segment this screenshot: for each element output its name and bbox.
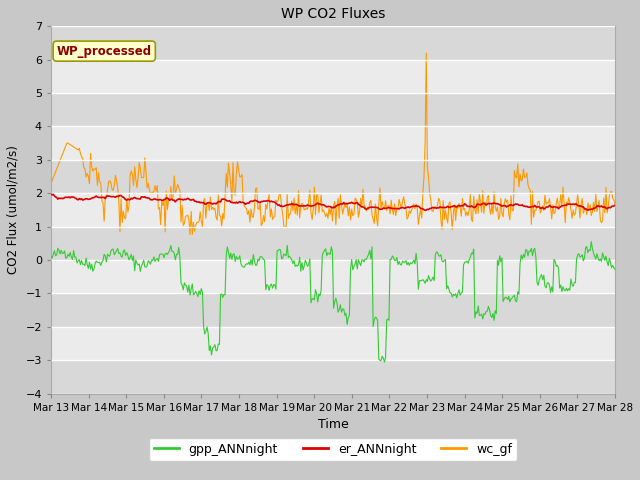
gpp_ANNnight [47, 254, 55, 260]
wc_gf [422, 50, 430, 56]
X-axis label: Time: Time [317, 418, 348, 431]
gpp_ANNnight [384, 316, 392, 322]
er_ANNnight [511, 202, 518, 207]
wc_gf [316, 201, 324, 206]
Bar [51, 26, 615, 60]
Legend: gpp_ANNnight, er_ANNnight, wc_gf: gpp_ANNnight, er_ANNnight, wc_gf [148, 438, 518, 461]
gpp_ANNnight [511, 292, 518, 298]
gpp_ANNnight [319, 252, 326, 258]
Bar [51, 260, 615, 293]
Bar [51, 60, 615, 93]
Title: WP CO2 Fluxes: WP CO2 Fluxes [281, 7, 385, 21]
Bar [51, 160, 615, 193]
gpp_ANNnight [381, 359, 388, 365]
wc_gf [47, 180, 55, 186]
gpp_ANNnight [611, 267, 619, 273]
Bar [51, 93, 615, 126]
Text: WP_processed: WP_processed [57, 45, 152, 58]
wc_gf [188, 231, 196, 237]
er_ANNnight [319, 202, 326, 208]
er_ANNnight [421, 207, 429, 213]
er_ANNnight [353, 200, 360, 206]
gpp_ANNnight [315, 291, 323, 297]
wc_gf [353, 201, 361, 206]
er_ANNnight [599, 204, 607, 210]
Line: gpp_ANNnight: gpp_ANNnight [51, 241, 615, 362]
Bar [51, 327, 615, 360]
wc_gf [512, 174, 520, 180]
er_ANNnight [47, 192, 55, 197]
Line: er_ANNnight: er_ANNnight [51, 194, 615, 210]
er_ANNnight [383, 205, 390, 211]
er_ANNnight [315, 201, 323, 207]
er_ANNnight [611, 202, 619, 208]
wc_gf [600, 195, 607, 201]
Bar [51, 193, 615, 227]
Bar [51, 126, 615, 160]
wc_gf [384, 203, 392, 209]
wc_gf [611, 201, 619, 206]
Bar [51, 227, 615, 260]
Y-axis label: CO2 Flux (umol/m2/s): CO2 Flux (umol/m2/s) [7, 145, 20, 275]
gpp_ANNnight [353, 257, 360, 263]
wc_gf [319, 207, 327, 213]
Bar [51, 293, 615, 327]
gpp_ANNnight [600, 254, 607, 260]
Bar [51, 360, 615, 394]
Line: wc_gf: wc_gf [51, 53, 615, 234]
gpp_ANNnight [588, 239, 595, 244]
